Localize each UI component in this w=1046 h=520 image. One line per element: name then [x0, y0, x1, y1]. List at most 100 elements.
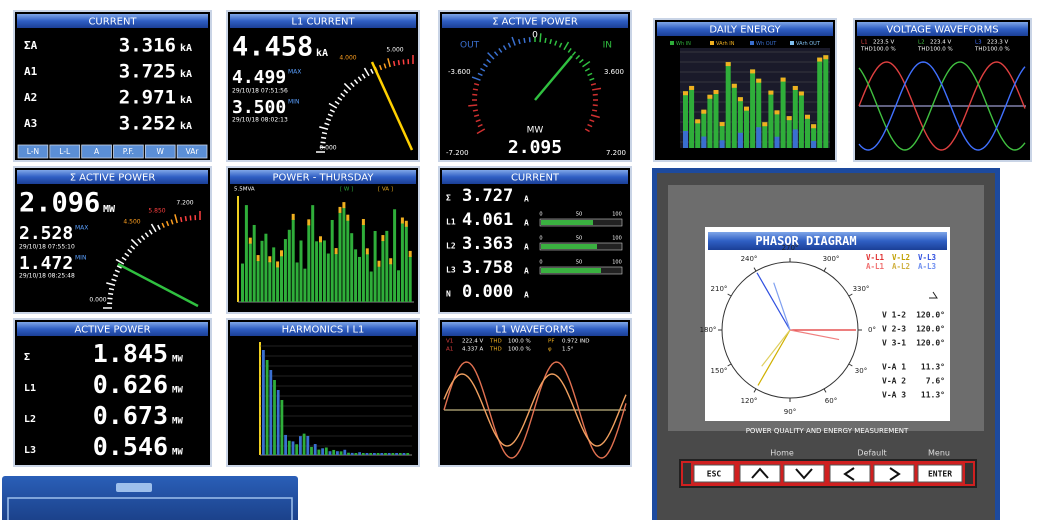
max-value: 4.499	[232, 67, 286, 88]
gauge-tick	[468, 105, 477, 106]
wave-info: PF	[548, 339, 554, 345]
decor-bar	[817, 58, 822, 62]
phase-name: L2	[918, 40, 925, 46]
decor-bar	[695, 119, 700, 148]
decor-bar	[366, 453, 369, 455]
decor-bar	[327, 254, 330, 302]
caption: POWER QUALITY AND ENERGY MEASUREMENT	[746, 427, 909, 435]
decor-bar	[358, 452, 361, 455]
scale-label: 0.000	[319, 145, 336, 152]
gauge-tick	[545, 38, 546, 43]
decor-bar	[314, 444, 317, 455]
decor-bar	[249, 238, 252, 244]
key-button[interactable]	[830, 465, 870, 482]
decor-bar	[781, 78, 786, 82]
table-label: V-A 1	[882, 363, 906, 372]
row-unit: A	[524, 195, 529, 204]
gauge-tick	[540, 33, 541, 42]
decor-bar	[395, 453, 398, 455]
max-label: MAX	[75, 225, 88, 232]
decor-bar	[393, 209, 396, 302]
row-unit: A	[524, 219, 529, 228]
decor-bar	[756, 127, 761, 148]
decor-bar	[701, 110, 706, 114]
main-unit: kA	[316, 48, 328, 59]
decor-bar	[403, 453, 406, 455]
row-unit: MW	[172, 417, 183, 427]
gauge-tick	[473, 110, 478, 111]
decor-bar	[292, 219, 295, 302]
gauge-tick	[108, 298, 113, 299]
table-value: 11.3°	[921, 391, 945, 400]
decor-bar	[280, 250, 283, 256]
angle-label: 150°	[711, 367, 728, 375]
max-time: 29/10/18 07:51:56	[232, 88, 288, 95]
row-unit: MW	[172, 448, 183, 458]
decor-bar	[406, 453, 409, 455]
decor-bar	[288, 441, 291, 455]
row-unit: MW	[172, 386, 183, 396]
decor-bar	[299, 436, 302, 455]
scale-label: 4.000	[339, 55, 356, 62]
angle-label: 240°	[741, 255, 758, 263]
decor-bar	[720, 122, 725, 126]
decor-bar	[325, 448, 328, 455]
decor-bar	[695, 119, 700, 123]
decor-bar	[245, 205, 248, 302]
decor-bar	[318, 450, 321, 455]
decor-bar	[342, 207, 345, 302]
decor-bar	[292, 441, 295, 455]
min-time: 29/10/18 08:25:48	[19, 273, 75, 280]
row-value: 1.845	[93, 339, 168, 368]
key-caption: Menu	[928, 449, 950, 458]
decor-bar	[374, 231, 377, 302]
wave-info: 100.0 %	[508, 347, 531, 353]
decor-bar	[253, 225, 256, 302]
key-button[interactable]	[874, 465, 914, 482]
panel-title: CURRENT	[88, 17, 137, 28]
row-value: 3.727	[462, 186, 513, 206]
scale-label: 0.000	[89, 297, 106, 304]
gauge-tick	[109, 289, 114, 290]
gauge-tick	[321, 137, 326, 138]
row-label: Σ	[446, 194, 451, 203]
decor-bar	[268, 261, 271, 302]
gauge-tick	[322, 133, 327, 134]
decor-bar	[714, 90, 719, 94]
decor-bar	[257, 255, 260, 261]
decor-bar	[380, 453, 383, 455]
decor-bar	[787, 116, 792, 120]
decor-bar	[266, 360, 269, 455]
row-unit: kA	[180, 69, 192, 80]
legend-label: V-L2	[892, 253, 910, 262]
angle-label: 90°	[784, 408, 796, 416]
decor-bar	[340, 451, 343, 455]
decor-bar	[683, 131, 688, 148]
row-label: ΣA	[24, 39, 38, 52]
table-label: V 1-2	[882, 311, 906, 320]
row-unit: A	[524, 243, 529, 252]
legend-label: [ W ]	[340, 187, 353, 193]
row-unit: kA	[180, 121, 192, 132]
row-label: A1	[24, 65, 38, 78]
gauge-tick	[185, 216, 186, 221]
thd-label: THD	[974, 47, 987, 53]
thd-value: 100.0 %	[987, 47, 1010, 53]
decor-bar	[738, 97, 743, 101]
decor-bar	[303, 269, 306, 302]
decor-bar	[381, 235, 384, 241]
gauge-tick	[524, 38, 525, 43]
gauge-unit: MW	[527, 126, 544, 136]
max-label: MAX	[288, 69, 301, 76]
keypad-end	[965, 463, 973, 484]
decor-bar	[273, 380, 276, 455]
decor-bar	[362, 219, 365, 225]
decor-bar	[335, 253, 338, 302]
decor-bar	[401, 223, 404, 302]
decor-bar	[276, 261, 279, 267]
wave-info: V1	[446, 339, 453, 345]
panel-title: Σ ACTIVE POWER	[492, 17, 578, 28]
bar-scale: 100	[612, 212, 622, 218]
row-value: 2.971	[119, 87, 176, 109]
decor-bar	[805, 115, 810, 119]
